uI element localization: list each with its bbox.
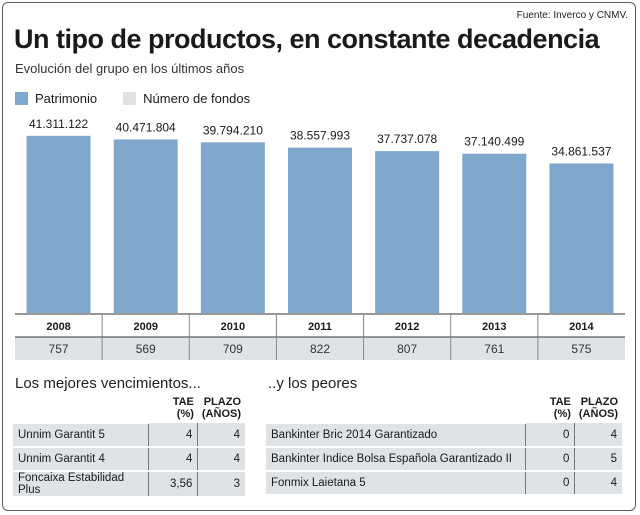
worst-table-header: TAE (%) PLAZO (AÑOS) xyxy=(266,396,622,424)
worst-row-tae: 0 xyxy=(525,423,575,448)
year-label-2013: 2013 xyxy=(482,321,506,333)
legend-swatch-patrimonio xyxy=(15,92,28,105)
best-row-tae: 4 xyxy=(148,423,198,448)
bar-label-2012: 37.737.078 xyxy=(377,132,437,146)
infographic-frame xyxy=(2,2,636,511)
year-label-2012: 2012 xyxy=(395,321,419,333)
best-table-header: TAE (%) PLAZO (AÑOS) xyxy=(13,396,245,424)
bar-label-2009: 40.471.804 xyxy=(116,120,176,134)
fondos-value-2008: 757 xyxy=(49,342,69,356)
best-row-plazo: 4 xyxy=(197,447,245,472)
fondos-value-2014: 575 xyxy=(571,342,591,356)
bar-2010 xyxy=(200,142,265,313)
year-label-2008: 2008 xyxy=(46,321,70,333)
best-row-tae: 4 xyxy=(148,447,198,472)
year-label-2010: 2010 xyxy=(221,321,245,333)
worst-row-tae: 0 xyxy=(525,471,575,496)
best-row-name: Foncaixa Estabilidad Plus xyxy=(13,471,149,498)
worst-table: TAE (%) PLAZO (AÑOS) Bankinter Bric 2014 … xyxy=(266,396,622,496)
bar-2009 xyxy=(113,139,178,313)
worst-section-title: ..y los peores xyxy=(268,375,358,392)
bar-label-2013: 37.140.499 xyxy=(464,135,524,149)
worst-row-name: Bankinter Bric 2014 Garantizado xyxy=(266,423,526,448)
fondos-band xyxy=(15,337,625,360)
legend-item-patrimonio: Patrimonio xyxy=(15,91,97,106)
best-row-tae: 3,56 xyxy=(148,471,198,498)
year-label-2011: 2011 xyxy=(308,321,332,333)
worst-row-plazo: 5 xyxy=(574,447,622,472)
legend: Patrimonio Número de fondos xyxy=(15,91,276,106)
best-col-tae: TAE (%) xyxy=(172,396,194,420)
source-note: Fuente: Inverco y CNMV. xyxy=(516,10,628,21)
worst-row-name: Fonmix Laietana 5 xyxy=(266,471,526,496)
legend-label-numero-fondos: Número de fondos xyxy=(143,91,251,106)
fondos-value-2012: 807 xyxy=(397,342,417,356)
fondos-value-2009: 569 xyxy=(136,342,156,356)
best-row: Foncaixa Estabilidad Plus 3,56 3 xyxy=(13,471,245,498)
legend-item-numero-fondos: Número de fondos xyxy=(123,91,250,106)
worst-row: Bankinter Indice Bolsa Española Garantiz… xyxy=(266,447,622,472)
bar-2013 xyxy=(462,153,527,313)
year-label-2014: 2014 xyxy=(569,321,594,333)
bar-2014 xyxy=(549,163,614,313)
worst-row: Bankinter Bric 2014 Garantizado 0 4 xyxy=(266,423,622,448)
bar-2011 xyxy=(288,147,352,313)
best-section-title: Los mejores vencimientos... xyxy=(15,375,201,392)
worst-row-name: Bankinter Indice Bolsa Española Garantiz… xyxy=(266,447,526,472)
worst-col-plazo: PLAZO (AÑOS) xyxy=(578,396,618,420)
bar-label-2011: 38.557.993 xyxy=(290,129,350,143)
worst-row-plazo: 4 xyxy=(574,423,622,448)
bar-label-2008: 41.311.122 xyxy=(29,117,88,131)
year-band xyxy=(15,315,625,337)
fondos-value-2013: 761 xyxy=(484,342,504,356)
bar-label-2010: 39.794.210 xyxy=(203,123,263,137)
chart-subtitle: Evolución del grupo en los últimos años xyxy=(15,61,245,76)
year-label-2009: 2009 xyxy=(133,321,157,333)
bar-label-2014: 34.861.537 xyxy=(551,144,611,158)
legend-swatch-numero-fondos xyxy=(123,92,137,105)
legend-label-patrimonio: Patrimonio xyxy=(35,91,98,106)
fondos-value-2011: 822 xyxy=(310,342,330,356)
best-row-name: Unnim Garantit 5 xyxy=(13,423,149,448)
best-row-name: Unnim Garantit 4 xyxy=(13,447,149,472)
worst-col-tae: TAE (%) xyxy=(549,396,571,420)
best-table: TAE (%) PLAZO (AÑOS) Unnim Garantit 5 4 4 Un… xyxy=(13,396,245,498)
fondos-value-2010: 709 xyxy=(223,342,243,356)
worst-row-tae: 0 xyxy=(525,447,575,472)
bar-2008 xyxy=(26,135,91,313)
chart-title: Un tipo de productos, en constante decad… xyxy=(14,24,600,54)
best-row-plazo: 3 xyxy=(197,471,245,498)
worst-row-plazo: 4 xyxy=(574,471,622,496)
bar-2012 xyxy=(375,151,440,313)
best-row-plazo: 4 xyxy=(197,423,245,448)
best-col-plazo: PLAZO (AÑOS) xyxy=(201,396,241,420)
